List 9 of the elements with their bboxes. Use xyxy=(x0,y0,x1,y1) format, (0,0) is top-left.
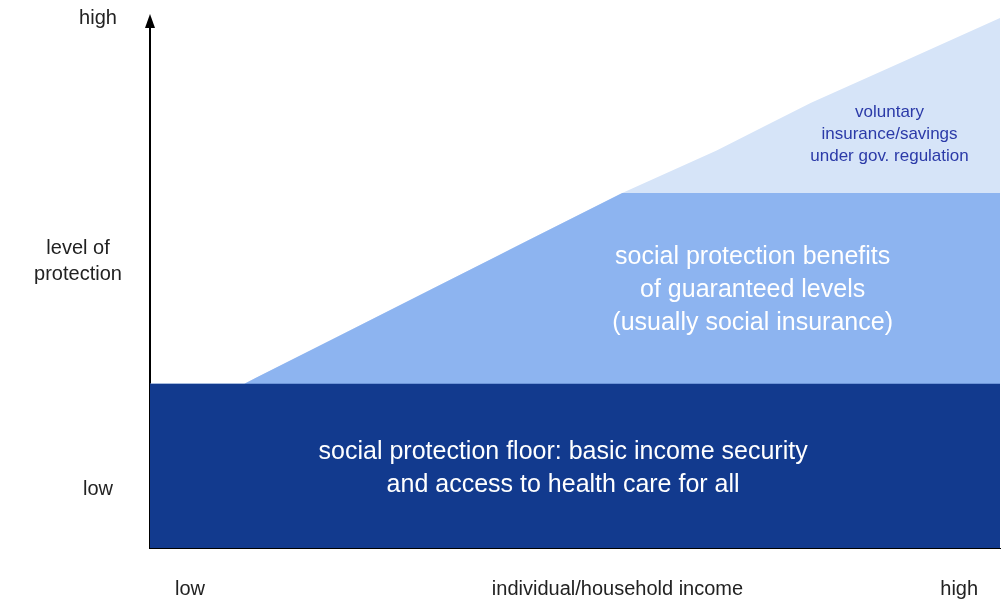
text: high xyxy=(940,576,979,599)
text: low xyxy=(174,576,206,599)
annotation: social protection benefits of guaranteed levels (usually social insurance) xyxy=(612,240,893,335)
text: high xyxy=(79,5,117,28)
text: level of protection xyxy=(34,236,122,285)
annotation: social protection floor: basic income security and access to health care for all xyxy=(318,435,809,497)
annotation: voluntary insurance/savings under gov. regulation xyxy=(810,102,969,166)
text: low xyxy=(82,477,114,500)
text: individual/household income xyxy=(491,576,744,599)
